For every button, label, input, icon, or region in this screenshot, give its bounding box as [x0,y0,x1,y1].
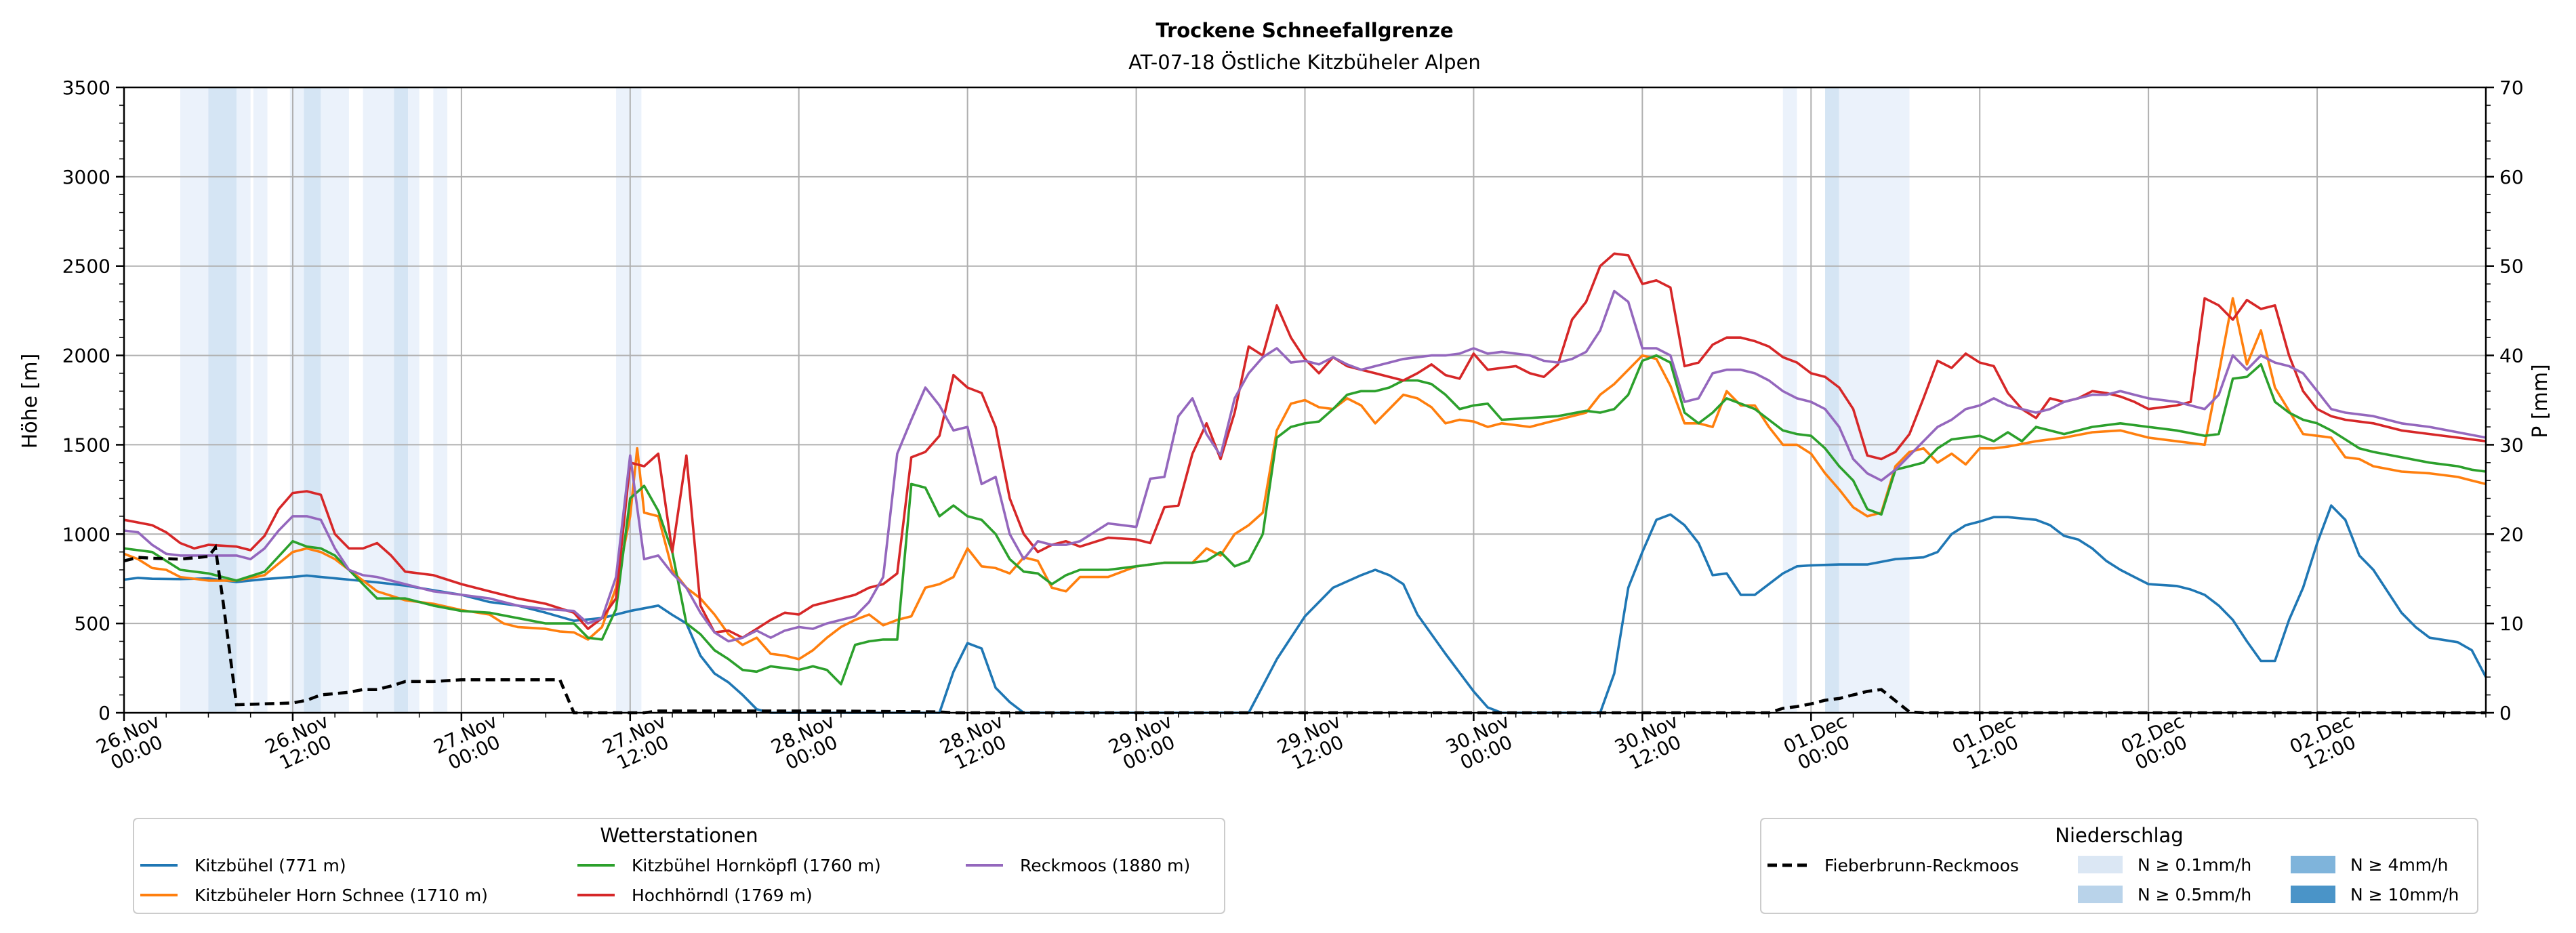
precip-band-0 [180,87,209,713]
legend-precip-swatch-1 [2078,886,2123,903]
precip-line [123,543,2486,715]
precip-band-14 [1839,87,1910,713]
y-tick-label-6: 3000 [62,166,110,188]
chart-subtitle: AT-07-18 Östliche Kitzbüheler Alpen [1128,51,1481,74]
precip-band-3 [253,87,268,713]
legend-precip-swatch-2 [2291,856,2335,873]
legend-precip-level-label-0: N ≥ 0.1mm/h [2138,855,2251,875]
precip-band-5 [304,87,321,713]
y-right-tick-label-1: 10 [2499,613,2524,635]
y-right-tick-label-5: 50 [2499,255,2524,278]
y-axis-label-right: P [mm] [2529,364,2552,438]
legend-precip-level-label-1: N ≥ 0.5mm/h [2138,885,2251,905]
precip-band-4 [289,87,304,713]
precip-band-11 [616,87,642,713]
precip-band-12 [1782,87,1797,713]
legend-station-label-0: Kitzbühel (771 m) [195,856,346,875]
y-tick-label-4: 2000 [62,345,110,367]
legend-precip: Niederschlag Fieberbrunn-Reckmoos N ≥ 0.… [1760,818,2478,914]
precip-bands [180,87,1910,713]
series-line-0 [123,504,2487,714]
legend-precip-level-label-3: N ≥ 10mm/h [2350,885,2459,905]
y-right-tick-label-3: 30 [2499,434,2524,456]
legend-precip-level-label-2: N ≥ 4mm/h [2350,855,2448,875]
y-axis-right: 0 10 20 30 40 50 60 70 [2486,77,2524,724]
chart-title: Trockene Schneefallgrenze [1156,19,1453,42]
grid-lines [124,87,2486,713]
series-lines [123,252,2487,715]
y-tick-label-7: 3500 [62,77,110,99]
y-right-tick-label-2: 20 [2499,523,2524,545]
legend-precip-line-label: Fieberbrunn-Reckmoos [1824,856,2019,875]
y-right-tick-label-7: 70 [2499,77,2524,99]
precip-band-8 [394,87,409,713]
precip-band-10 [433,87,448,713]
precip-band-7 [363,87,394,713]
y-right-tick-label-0: 0 [2499,702,2512,724]
y-tick-label-0: 0 [98,702,110,724]
precip-band-13 [1825,87,1839,713]
legend-station-label-4: Reckmoos (1880 m) [1020,856,1190,875]
legend-station-label-2: Kitzbühel Hornköpfl (1760 m) [632,856,881,875]
legend-precip-swatch-3 [2291,886,2335,903]
legend-station-label-3: Hochhörndl (1769 m) [632,886,813,905]
y-axis-left: 0 500 1000 1500 2000 2500 3000 3500 [62,77,124,724]
series-line-4 [123,289,2487,643]
legend-precip-swatch-0 [2078,856,2123,873]
precip-band-9 [408,87,420,713]
legend-precip-title: Niederschlag [2055,824,2183,847]
y-tick-label-5: 2500 [62,255,110,278]
legend-stations-title: Wetterstationen [600,824,758,847]
y-tick-label-3: 1500 [62,434,110,456]
legend-station-label-1: Kitzbüheler Horn Schnee (1710 m) [195,886,488,905]
y-tick-label-2: 1000 [62,523,110,545]
precip-band-2 [236,87,251,713]
series-line-1 [123,297,2487,661]
y-axis-label: Höhe [m] [18,354,42,449]
y-right-tick-label-6: 60 [2499,166,2524,188]
y-tick-label-1: 500 [75,613,110,635]
legend-stations: Wetterstationen Kitzbühel (771 m) Kitzbüh… [133,818,1225,914]
y-right-tick-label-4: 40 [2499,345,2524,367]
series-line-2 [123,354,2487,686]
precip-band-6 [321,87,349,713]
precip-band-1 [208,87,237,713]
x-tick-label-2: 27.Nov00:00 [430,709,510,776]
